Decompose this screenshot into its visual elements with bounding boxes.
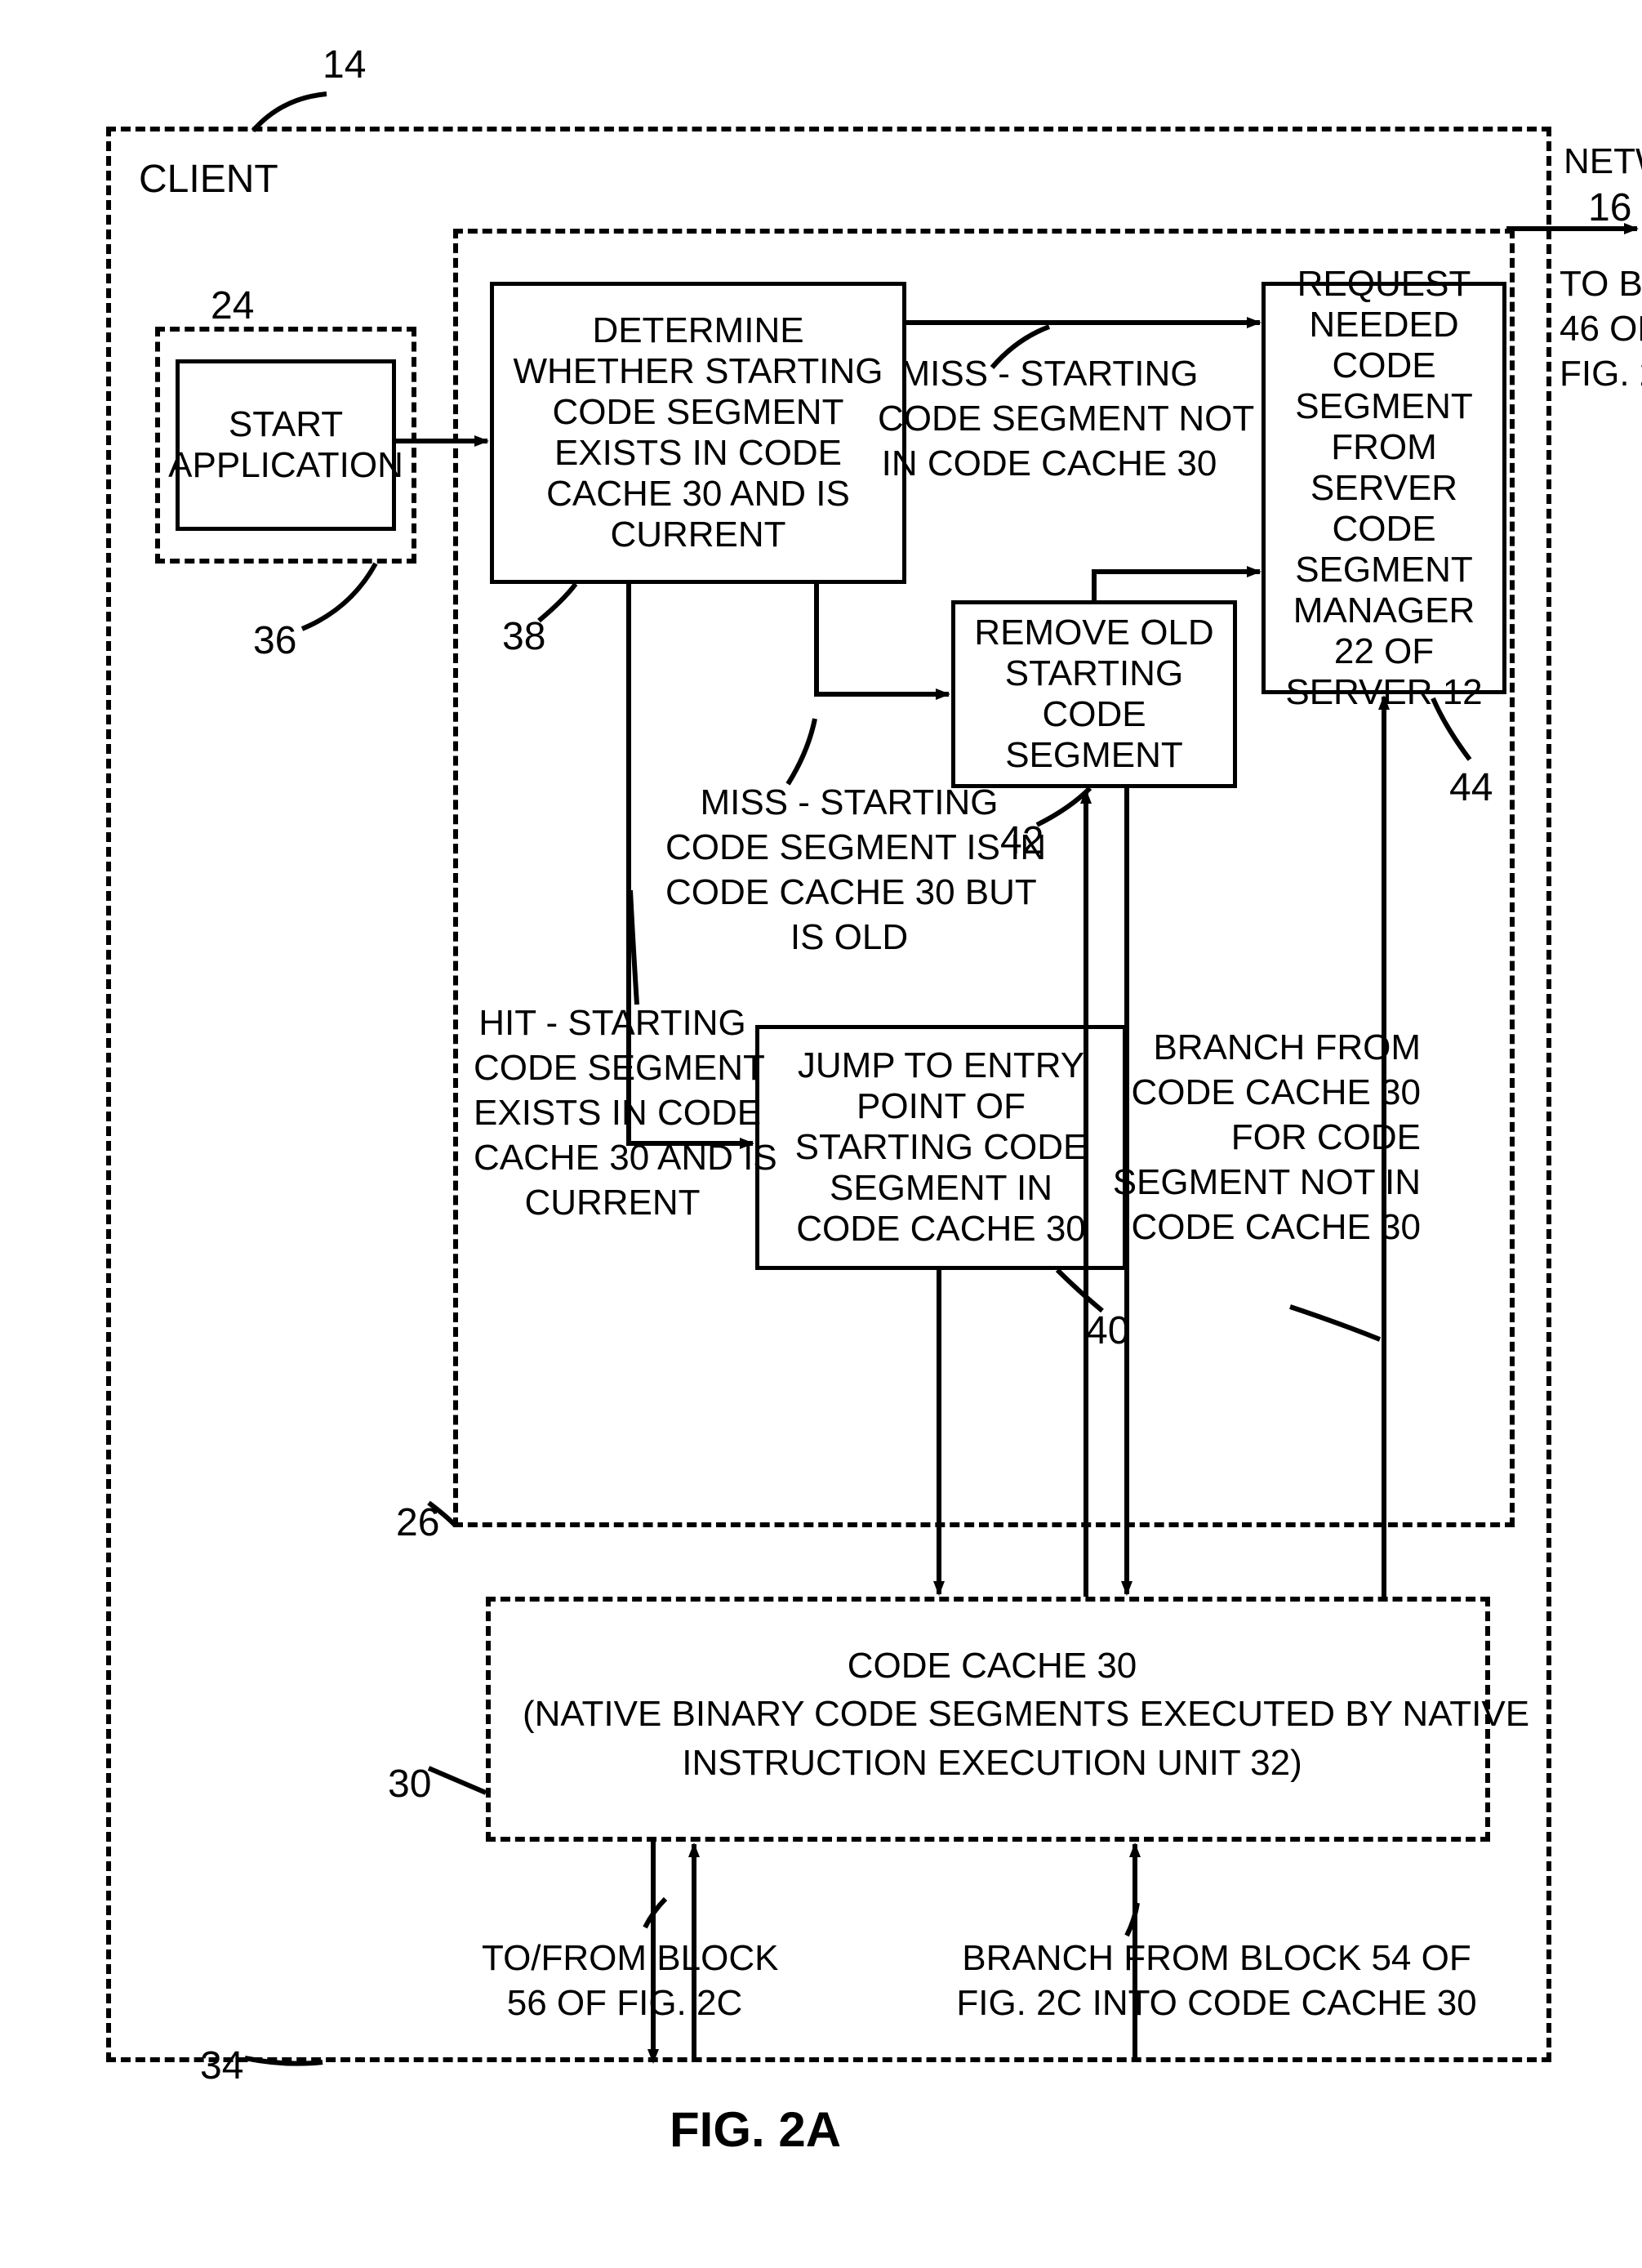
- to-from-56-label: TO/FROM BLOCK 56 OF FIG. 2C: [482, 1936, 768, 2025]
- ref-26: 26: [396, 1499, 439, 1548]
- determine-text: DETERMINE WHETHER STARTING CODE SEGMENT …: [510, 310, 886, 555]
- miss-not-in-label: MISS - STARTING CODE SEGMENT NOT IN CODE…: [878, 351, 1221, 486]
- branch-cache-label: BRANCH FROM CODE CACHE 30 FOR CODE SEGME…: [1053, 1025, 1421, 1250]
- ref-34: 34: [200, 2042, 243, 2091]
- remove-text: REMOVE OLD STARTING CODE SEGMENT: [972, 613, 1217, 776]
- ref-14: 14: [323, 41, 366, 90]
- ref-36: 36: [253, 617, 296, 666]
- ref-30: 30: [388, 1760, 431, 1809]
- miss-old-label: MISS - STARTING CODE SEGMENT IS IN CODE …: [665, 780, 1033, 960]
- ref-44: 44: [1449, 764, 1493, 813]
- determine-box: DETERMINE WHETHER STARTING CODE SEGMENT …: [490, 282, 906, 584]
- start-application-box: START APPLICATION: [176, 359, 396, 531]
- ref-42: 42: [1000, 817, 1043, 866]
- client-label: CLIENT: [139, 155, 278, 204]
- ref-16: 16: [1588, 184, 1631, 233]
- remove-box: REMOVE OLD STARTING CODE SEGMENT: [951, 600, 1237, 788]
- to-block46-label: TO BLOCK 46 OF FIG. 2B: [1560, 261, 1642, 396]
- hit-label: HIT - STARTING CODE SEGMENT EXISTS IN CO…: [474, 1000, 751, 1225]
- request-box: REQUEST NEEDED CODE SEGMENT FROM SERVER …: [1262, 282, 1506, 694]
- ref-40: 40: [1086, 1307, 1129, 1356]
- fig-label: FIG. 2A: [670, 2099, 841, 2160]
- branch-54-label: BRANCH FROM BLOCK 54 OF FIG. 2C INTO COD…: [947, 1936, 1486, 2025]
- network-label: NETWORK: [1564, 139, 1642, 184]
- request-text: REQUEST NEEDED CODE SEGMENT FROM SERVER …: [1282, 264, 1486, 713]
- start-application-text: START APPLICATION: [168, 404, 403, 486]
- code-cache-text: CODE CACHE 30 (NATIVE BINARY CODE SEGMEN…: [523, 1642, 1462, 1787]
- ref-38: 38: [502, 613, 545, 662]
- ref-24: 24: [211, 282, 254, 331]
